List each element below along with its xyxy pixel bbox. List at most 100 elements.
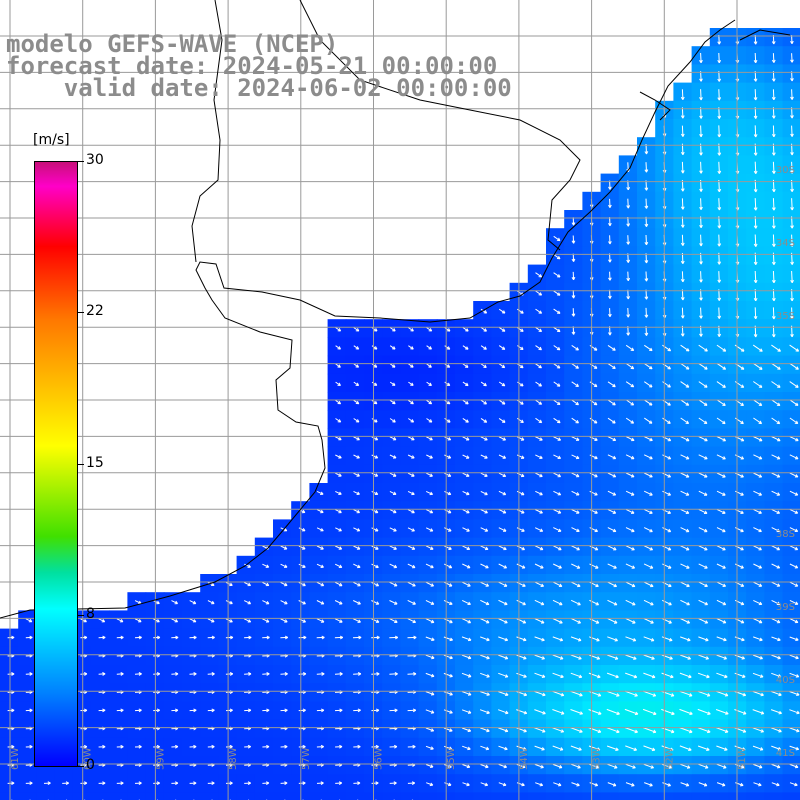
wind-arrow — [280, 600, 288, 605]
wind-arrow — [790, 234, 794, 247]
wind-arrow — [353, 490, 360, 495]
wind-arrow — [407, 618, 416, 624]
wind-arrow — [25, 635, 33, 640]
wind-arrow — [316, 708, 325, 713]
wind-arrow — [189, 708, 197, 713]
wind-cell — [109, 792, 128, 800]
wind-arrow — [606, 745, 619, 751]
wind-arrow — [371, 708, 380, 713]
wind-arrow — [552, 654, 564, 660]
wind-arrow — [789, 709, 800, 715]
wind-arrow — [661, 599, 672, 606]
wind-arrow — [480, 436, 488, 441]
wind-arrow — [553, 527, 562, 532]
wind-arrow — [134, 708, 142, 713]
wind-arrow — [316, 781, 324, 786]
wind-arrow — [480, 417, 488, 423]
wind-arrow — [606, 727, 620, 734]
wind-arrow — [389, 635, 399, 640]
wind-arrow — [516, 782, 525, 787]
wind-arrow — [335, 509, 342, 514]
wind-arrow — [570, 581, 581, 588]
wind-arrow — [516, 490, 525, 496]
wind-arrow — [407, 672, 417, 676]
wind-arrow — [607, 527, 617, 533]
wind-arrow — [771, 599, 781, 605]
wind-arrow — [789, 581, 799, 587]
wind-arrow — [698, 581, 708, 587]
wind-arrow — [389, 600, 398, 605]
wind-arrow — [698, 636, 709, 642]
wind-arrow — [679, 672, 692, 679]
wind-arrow — [698, 527, 708, 533]
wind-arrow — [716, 618, 727, 624]
wind-arrow — [552, 763, 563, 769]
wind-arrow — [498, 472, 507, 477]
wind-arrow — [680, 545, 690, 551]
wind-arrow — [770, 690, 782, 697]
wind-arrow — [643, 745, 656, 752]
longitude-label: 54W — [519, 747, 530, 770]
wind-arrow — [680, 527, 690, 533]
wind-arrow — [625, 527, 635, 533]
wind-arrow — [643, 454, 653, 460]
wind-arrow — [535, 345, 542, 351]
wind-arrow — [607, 563, 617, 569]
wind-arrow — [280, 618, 288, 623]
wind-arrow — [371, 454, 379, 459]
wind-arrow — [753, 270, 758, 284]
wind-arrow — [571, 509, 580, 514]
colorbar-tick-label: 22 — [86, 303, 104, 319]
wind-arrow — [444, 490, 452, 496]
longitude-label: 58W — [228, 747, 239, 770]
wind-arrow — [153, 708, 160, 713]
wind-cell — [782, 792, 800, 800]
wind-arrow — [244, 781, 251, 786]
wind-arrow — [571, 326, 576, 335]
wind-arrow — [462, 472, 470, 477]
wind-arrow — [643, 490, 653, 496]
wind-arrow — [571, 289, 576, 299]
wind-arrow — [444, 436, 452, 441]
wind-arrow — [789, 691, 800, 696]
wind-arrow — [662, 508, 671, 514]
wind-arrow — [661, 672, 674, 679]
wind-arrow — [389, 744, 398, 749]
wind-arrow — [298, 744, 306, 749]
wind-arrow — [171, 618, 179, 623]
wind-arrow — [153, 781, 160, 786]
wind-arrow — [753, 508, 762, 514]
wind-arrow — [443, 599, 453, 605]
wind-arrow — [608, 180, 612, 190]
wind-arrow — [189, 781, 197, 786]
wind-arrow — [771, 53, 776, 63]
wind-arrow — [607, 490, 617, 496]
wind-arrow — [189, 635, 197, 640]
wind-arrow — [553, 399, 561, 405]
wind-arrow — [734, 654, 745, 660]
wind-arrow — [480, 399, 487, 405]
wind-arrow — [716, 490, 726, 496]
wind-arrow — [444, 327, 451, 332]
wind-arrow — [480, 454, 488, 459]
wind-arrow — [498, 345, 506, 350]
wind-arrow — [789, 727, 800, 733]
wind-arrow — [698, 545, 708, 551]
wind-arrow — [462, 782, 470, 787]
wind-arrow — [389, 490, 397, 495]
wind-arrow — [589, 599, 600, 606]
wind-arrow — [753, 563, 763, 569]
wind-arrow — [753, 307, 758, 320]
wind-arrow — [606, 708, 620, 715]
wind-arrow — [462, 454, 470, 459]
wind-arrow — [571, 271, 576, 281]
wind-arrow — [717, 125, 722, 138]
wind-arrow — [699, 198, 703, 210]
wind-arrow — [461, 691, 472, 696]
wind-arrow — [207, 581, 215, 586]
wind-arrow — [753, 636, 763, 642]
wind-arrow — [570, 654, 582, 660]
wind-arrow — [425, 654, 435, 660]
wind-arrow — [389, 618, 398, 623]
wind-arrow — [280, 744, 288, 749]
